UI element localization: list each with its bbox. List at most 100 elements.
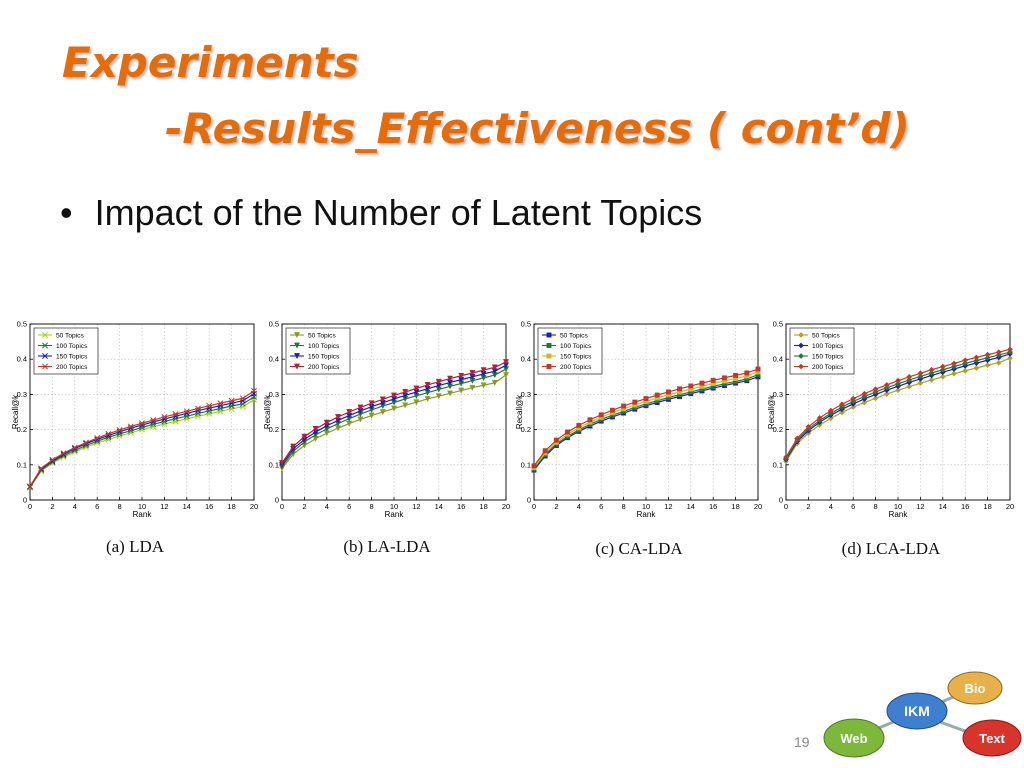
y-tick-label: 0.5 (521, 320, 531, 329)
series-line (29, 396, 255, 488)
data-point (688, 383, 694, 389)
y-tick-label: 0.4 (17, 355, 27, 364)
y-tick-label: 0 (779, 496, 783, 505)
chart-caption-a: (a) LDA (105, 537, 165, 556)
legend-entry: 100 Topics (812, 343, 844, 350)
x-tick-label: 20 (250, 502, 258, 511)
data-point (794, 435, 801, 442)
data-point (424, 396, 431, 403)
series-4 (531, 366, 761, 469)
data-point (480, 367, 487, 374)
x-tick-label: 2 (302, 502, 306, 511)
legend-entry: 50 Topics (56, 332, 84, 339)
x-tick-label: 20 (754, 502, 762, 511)
data-point (116, 426, 123, 433)
legend-entry: 150 Topics (308, 353, 340, 360)
data-point (699, 380, 705, 386)
legend-marker (798, 332, 804, 338)
logo-node-bio: Bio (947, 671, 1003, 705)
data-point (587, 417, 593, 423)
data-point (458, 387, 465, 394)
slide-title-line1: Experiments (62, 38, 359, 87)
data-point (239, 395, 246, 402)
data-point (827, 407, 834, 414)
legend-marker (293, 353, 301, 360)
x-tick-label: 18 (983, 502, 991, 511)
y-tick-label: 0.4 (773, 355, 783, 364)
data-point (139, 420, 145, 427)
data-point (390, 405, 398, 412)
data-point (654, 392, 660, 398)
series-1 (783, 355, 1013, 465)
y-tick-label: 0 (23, 496, 27, 505)
data-point (677, 386, 683, 392)
data-point (127, 423, 134, 430)
legend-marker (293, 332, 301, 339)
data-point (161, 413, 168, 420)
x-tick-label: 12 (664, 502, 672, 511)
chart-caption-c: (c) CA-LDA (595, 539, 683, 558)
data-point (565, 429, 571, 435)
x-tick-label: 18 (227, 502, 235, 511)
data-point (502, 372, 510, 379)
x-tick-label: 10 (138, 502, 146, 511)
x-tick-label: 6 (599, 502, 603, 511)
logo-svg: Bio IKM Web Text (823, 671, 1022, 758)
ikm-logo: Bio IKM Web Text (820, 668, 1024, 768)
legend-entry: 100 Topics (560, 343, 592, 350)
svg-text:Text: Text (979, 731, 1005, 746)
data-point (413, 385, 420, 392)
y-axis-label: Recall@k (263, 394, 272, 429)
legend-entry: 50 Topics (560, 332, 588, 339)
legend-entry: 100 Topics (308, 343, 340, 350)
data-point (917, 370, 924, 377)
data-point (469, 370, 476, 377)
chart-caption-b: (b) LA-LDA (343, 537, 431, 556)
legend-marker (546, 332, 552, 338)
x-tick-label: 20 (502, 502, 510, 511)
data-point (643, 396, 649, 402)
legend-entry: 200 Topics (560, 364, 592, 371)
data-point (379, 409, 386, 416)
data-point (895, 387, 901, 394)
legend-marker (42, 353, 48, 359)
x-tick-label: 4 (829, 502, 833, 511)
x-tick-label: 10 (894, 502, 902, 511)
series-4 (27, 387, 257, 490)
y-tick-label: 0 (275, 496, 279, 505)
data-point (502, 359, 510, 366)
data-point (973, 365, 980, 371)
y-tick-label: 0.3 (773, 390, 783, 399)
chart-lca-lda: 0 0.1 0.2 0.3 0.4 0.5 0 2 4 6 8 10 12 14 16 18 20 Rank Rec… (767, 318, 1014, 522)
data-point (290, 443, 297, 450)
legend-entry: 100 Topics (56, 343, 88, 350)
legend-marker (798, 353, 804, 359)
legend-marker (798, 342, 804, 349)
data-point (984, 351, 991, 358)
legend-entry: 150 Topics (56, 353, 88, 360)
y-axis-label: Recall@k (515, 394, 524, 429)
chart-svg: 0 0.1 0.2 0.3 0.4 0.5 0 2 4 6 8 10 12 14 16 18 20 Rank Rec… (767, 320, 1014, 520)
data-point (962, 360, 969, 367)
data-point (251, 387, 257, 394)
data-point (105, 430, 112, 437)
data-point (491, 364, 498, 371)
data-point (598, 412, 604, 418)
legend-marker (293, 342, 301, 349)
x-axis-label: Rank (385, 510, 405, 519)
data-point (1007, 355, 1013, 362)
legend-marker (546, 343, 552, 348)
x-tick-label: 10 (390, 502, 398, 511)
data-point (217, 400, 224, 407)
legend-marker (546, 364, 552, 369)
data-point (895, 380, 901, 387)
y-tick-label: 0.1 (521, 460, 531, 469)
series-4 (783, 346, 1013, 461)
x-tick-label: 0 (28, 502, 32, 511)
data-point (973, 354, 980, 361)
data-point (883, 381, 890, 388)
data-point (60, 450, 67, 457)
y-tick-label: 0.5 (269, 320, 279, 329)
x-tick-label: 8 (118, 502, 122, 511)
svg-text:Bio: Bio (965, 681, 986, 696)
